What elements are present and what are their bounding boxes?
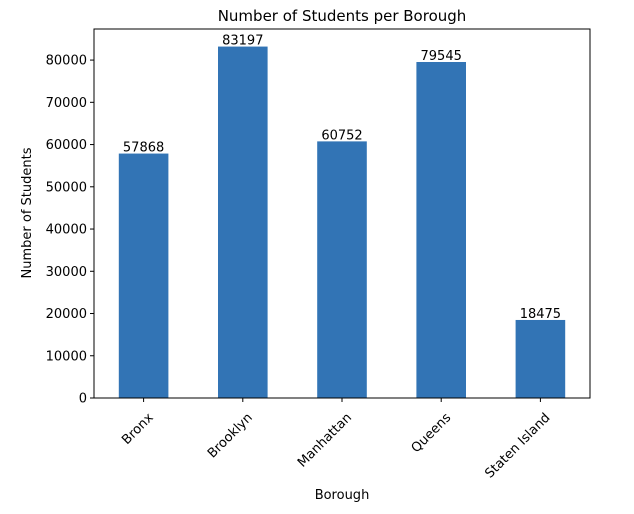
x-tick-label: Queens [409, 410, 455, 456]
y-tick-label: 80000 [46, 54, 87, 69]
y-axis-title: Number of Students [20, 147, 35, 278]
y-axis: 0 10000 20000 30000 40000 50000 60000 70000 8000… [46, 54, 94, 407]
bar-labels-group: 57868 83197 60752 79545 18475 [123, 34, 561, 322]
x-tick-label: Bronx [119, 410, 157, 448]
bars-group [118, 46, 566, 399]
bar-value-label: 18475 [520, 307, 561, 322]
bar-value-label: 79545 [421, 49, 462, 64]
bar-value-label: 60752 [321, 128, 362, 143]
bar-value-label: 83197 [222, 34, 263, 49]
bar-value-label: 57868 [123, 141, 164, 156]
x-tick-label: Brooklyn [205, 410, 256, 461]
y-tick-label: 70000 [46, 96, 87, 111]
y-tick-label: 40000 [46, 223, 87, 238]
x-axis-title: Borough [315, 488, 370, 503]
y-tick-label: 10000 [46, 349, 87, 364]
chart-title: Number of Students per Borough [218, 7, 467, 25]
bar-bronx [118, 153, 169, 398]
y-tick-label: 20000 [46, 307, 87, 322]
x-tick-label: Staten Island [482, 410, 553, 481]
y-tick-label: 50000 [46, 180, 87, 195]
bar-manhattan [317, 141, 367, 399]
x-axis: Bronx Brooklyn Manhattan Queens Staten Islan… [119, 398, 553, 481]
y-tick-label: 30000 [46, 265, 87, 280]
x-tick-label: Manhattan [295, 410, 355, 470]
y-tick-label: 0 [79, 392, 87, 407]
bar-queens [416, 61, 466, 398]
y-tick-label: 60000 [46, 138, 87, 153]
bar-brooklyn [218, 46, 268, 399]
bar-staten-island [515, 319, 566, 398]
